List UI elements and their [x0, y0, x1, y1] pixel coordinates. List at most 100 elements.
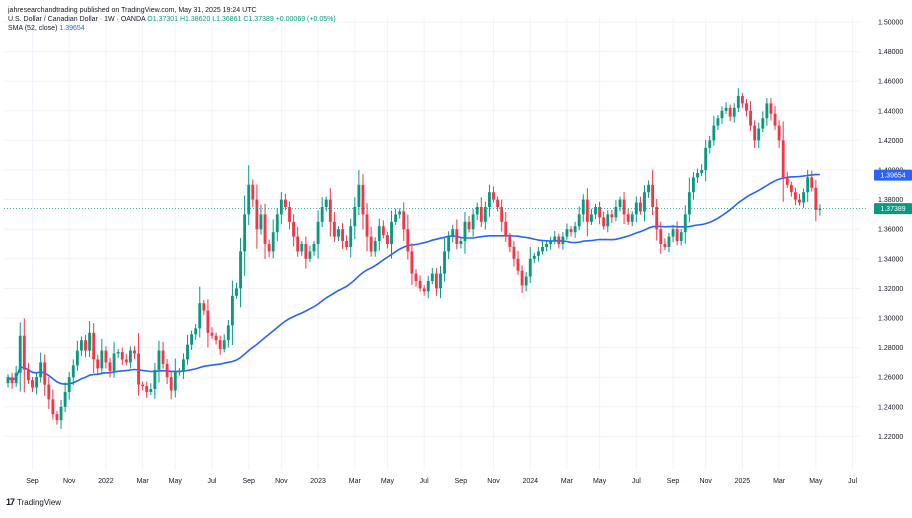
candle-body[interactable] — [369, 236, 373, 252]
candle-body[interactable] — [687, 192, 691, 215]
candle-body[interactable] — [206, 310, 210, 333]
candle-body[interactable] — [512, 246, 516, 259]
candle-body[interactable] — [157, 350, 161, 370]
candle-body[interactable] — [736, 96, 740, 108]
candle-body[interactable] — [186, 344, 189, 360]
candle-body[interactable] — [504, 221, 508, 237]
candle-body[interactable] — [402, 211, 406, 230]
candle-body[interactable] — [365, 214, 369, 237]
candle-body[interactable] — [500, 207, 504, 222]
candle-body[interactable] — [137, 353, 140, 385]
candle-body[interactable] — [626, 214, 630, 222]
candle-body[interactable] — [463, 221, 467, 242]
candle-body[interactable] — [818, 208, 822, 210]
candle-body[interactable] — [643, 192, 646, 212]
candle-body[interactable] — [536, 251, 540, 256]
candle-body[interactable] — [316, 221, 320, 244]
candle-body[interactable] — [51, 399, 55, 415]
candle-body[interactable] — [6, 377, 10, 384]
candle-body[interactable] — [716, 118, 720, 126]
candle-body[interactable] — [96, 359, 100, 369]
candle-body[interactable] — [724, 107, 728, 111]
candle-body[interactable] — [651, 184, 655, 207]
candle-body[interactable] — [794, 192, 797, 200]
candle-body[interactable] — [251, 184, 255, 200]
candle-body[interactable] — [757, 128, 761, 141]
candle-body[interactable] — [361, 184, 365, 215]
candle-body[interactable] — [341, 229, 344, 242]
candle-body[interactable] — [88, 332, 92, 351]
candle-body[interactable] — [218, 340, 222, 350]
candle-body[interactable] — [569, 229, 573, 233]
candle-body[interactable] — [345, 241, 349, 247]
candle-body[interactable] — [557, 236, 561, 244]
candle-body[interactable] — [622, 199, 626, 215]
candle-body[interactable] — [177, 371, 181, 373]
tradingview-branding[interactable]: 17 TradingView — [6, 497, 61, 507]
candle-body[interactable] — [573, 226, 577, 233]
candle-body[interactable] — [312, 244, 316, 252]
candle-body[interactable] — [390, 221, 393, 244]
candle-body[interactable] — [67, 377, 71, 392]
candle-body[interactable] — [798, 199, 801, 203]
candle-body[interactable] — [84, 340, 87, 351]
candle-body[interactable] — [663, 244, 667, 247]
candle-body[interactable] — [292, 221, 296, 237]
candle-body[interactable] — [455, 229, 459, 244]
candle-body[interactable] — [243, 214, 247, 252]
symbol-title[interactable]: U.S. Dollar / Canadian Dollar · 1W · OAN… — [8, 16, 146, 23]
candle-body[interactable] — [39, 362, 43, 378]
candle-body[interactable] — [349, 226, 353, 247]
candle-body[interactable] — [683, 214, 687, 233]
candle-body[interactable] — [753, 125, 757, 141]
candle-body[interactable] — [712, 125, 716, 141]
candle-body[interactable] — [732, 107, 736, 117]
candle-body[interactable] — [810, 177, 814, 188]
candle-body[interactable] — [288, 207, 291, 222]
candle-body[interactable] — [263, 214, 267, 244]
candle-body[interactable] — [31, 380, 34, 388]
candle-body[interactable] — [414, 273, 418, 281]
candle-body[interactable] — [704, 147, 708, 170]
candle-body[interactable] — [304, 244, 308, 259]
candle-body[interactable] — [235, 288, 238, 296]
candle-body[interactable] — [190, 334, 194, 345]
candle-body[interactable] — [300, 244, 304, 252]
candle-body[interactable] — [773, 113, 777, 126]
candle-body[interactable] — [35, 377, 38, 388]
candle-body[interactable] — [585, 199, 589, 222]
candle-body[interactable] — [606, 214, 610, 227]
candle-body[interactable] — [173, 371, 177, 391]
candle-body[interactable] — [528, 258, 532, 277]
candle-body[interactable] — [802, 192, 806, 203]
candle-body[interactable] — [169, 377, 173, 391]
candle-body[interactable] — [337, 229, 340, 237]
candle-body[interactable] — [749, 110, 752, 126]
candle-body[interactable] — [267, 244, 271, 252]
candle-body[interactable] — [141, 384, 145, 387]
candle-body[interactable] — [320, 207, 324, 222]
candle-body[interactable] — [59, 406, 63, 421]
candle-body[interactable] — [789, 184, 793, 193]
candle-body[interactable] — [108, 362, 112, 372]
candle-body[interactable] — [422, 288, 426, 292]
candle-body[interactable] — [247, 184, 251, 215]
candle-body[interactable] — [630, 214, 634, 222]
sma-legend[interactable]: SMA (52, close) 1.39654 — [8, 24, 336, 33]
candle-body[interactable] — [777, 125, 781, 141]
candle-body[interactable] — [182, 359, 185, 372]
candle-body[interactable] — [104, 350, 108, 363]
candle-body[interactable] — [781, 140, 785, 178]
candle-body[interactable] — [406, 229, 410, 252]
candle-body[interactable] — [434, 273, 438, 289]
candle-body[interactable] — [353, 207, 357, 227]
candle-body[interactable] — [814, 187, 818, 210]
candle-body[interactable] — [524, 276, 528, 286]
candle-body[interactable] — [161, 350, 165, 364]
candle-body[interactable] — [47, 384, 51, 400]
candle-body[interactable] — [328, 199, 332, 222]
candle-body[interactable] — [659, 229, 663, 244]
candle-body[interactable] — [700, 170, 704, 173]
candle-body[interactable] — [324, 199, 328, 207]
